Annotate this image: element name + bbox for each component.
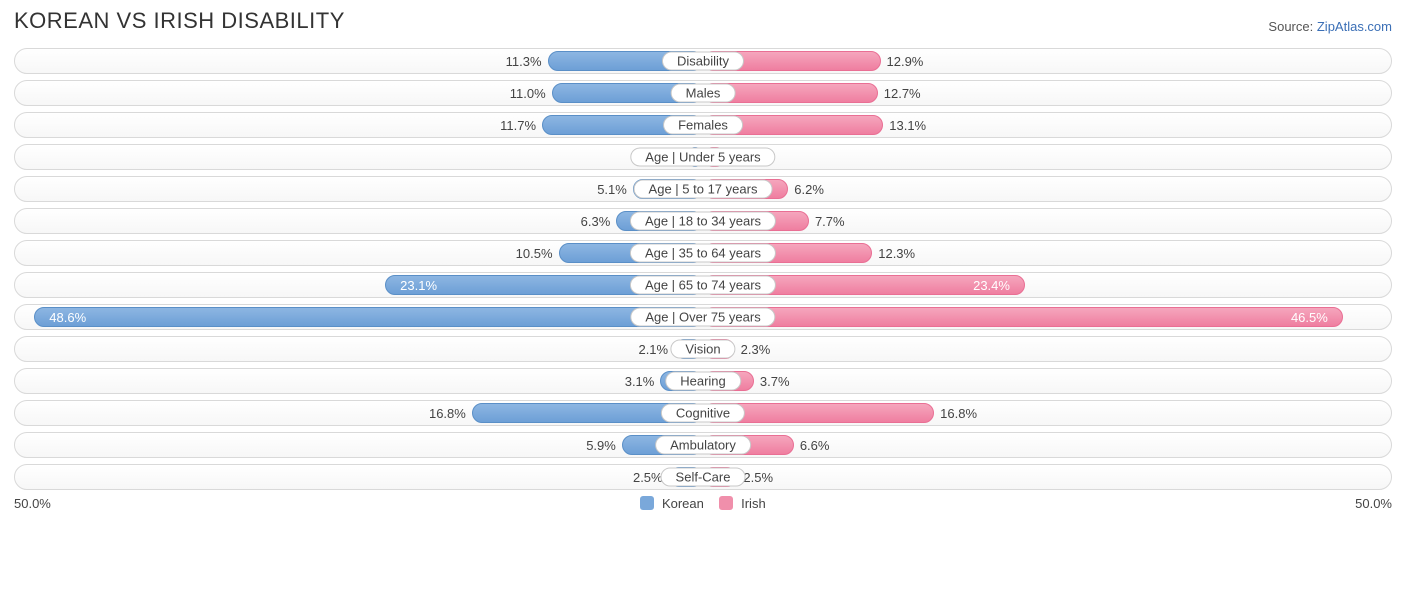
chart-row: 11.3% 12.9% Disability	[14, 48, 1392, 74]
category-label: Females	[663, 116, 743, 135]
chart-row: 2.5%2.5%Self-Care	[14, 464, 1392, 490]
axis-max-right: 50.0%	[1332, 496, 1392, 511]
axis-max-left: 50.0%	[14, 496, 74, 511]
category-label: Age | 5 to 17 years	[634, 180, 773, 199]
bar-irish: 46.5%	[703, 307, 1343, 327]
value-irish: 46.5%	[1285, 310, 1334, 325]
source-label: Source:	[1268, 19, 1313, 34]
value-korean: 5.1%	[591, 182, 633, 197]
source-attribution: Source: ZipAtlas.com	[1268, 19, 1392, 34]
category-label: Males	[671, 84, 736, 103]
category-label: Age | Under 5 years	[630, 148, 775, 167]
value-irish: 3.7%	[754, 374, 796, 389]
chart-row: 5.1% 6.2% Age | 5 to 17 years	[14, 176, 1392, 202]
value-korean: 11.3%	[500, 54, 548, 69]
category-label: Self-Care	[661, 468, 746, 487]
chart-row: 48.6% 46.5% Age | Over 75 years	[14, 304, 1392, 330]
value-irish: 6.2%	[788, 182, 830, 197]
chart-row: 5.9% 6.6% Ambulatory	[14, 432, 1392, 458]
legend-label-korean: Korean	[662, 496, 704, 511]
category-label: Age | Over 75 years	[630, 308, 775, 327]
chart-row: 3.1% 3.7% Hearing	[14, 368, 1392, 394]
category-label: Hearing	[665, 372, 741, 391]
category-label: Age | 65 to 74 years	[630, 276, 776, 295]
value-irish: 6.6%	[794, 438, 836, 453]
value-irish: 12.3%	[872, 246, 921, 261]
value-korean: 11.0%	[504, 86, 552, 101]
chart-row: 11.0% 12.7% Males	[14, 80, 1392, 106]
value-korean: 10.5%	[510, 246, 559, 261]
value-irish: 12.7%	[878, 86, 927, 101]
value-korean: 11.7%	[494, 118, 542, 133]
value-irish: 23.4%	[967, 278, 1016, 293]
chart-row: 6.3% 7.7% Age | 18 to 34 years	[14, 208, 1392, 234]
category-label: Ambulatory	[655, 436, 751, 455]
chart-row: 2.1% 2.3%Vision	[14, 336, 1392, 362]
value-irish: 16.8%	[934, 406, 983, 421]
chart-title: KOREAN VS IRISH DISABILITY	[14, 8, 345, 34]
value-korean: 2.1%	[632, 342, 674, 357]
legend-swatch-korean	[640, 496, 654, 510]
legend-swatch-irish	[719, 496, 733, 510]
value-irish: 12.9%	[881, 54, 930, 69]
value-korean: 6.3%	[575, 214, 617, 229]
chart-row: 16.8% 16.8% Cognitive	[14, 400, 1392, 426]
chart-row: 11.7% 13.1% Females	[14, 112, 1392, 138]
value-korean: 3.1%	[619, 374, 661, 389]
value-korean: 48.6%	[43, 310, 92, 325]
category-label: Vision	[670, 340, 735, 359]
value-korean: 16.8%	[423, 406, 472, 421]
value-irish: 7.7%	[809, 214, 851, 229]
chart-row: 23.1% 23.4% Age | 65 to 74 years	[14, 272, 1392, 298]
chart-row: 10.5% 12.3% Age | 35 to 64 years	[14, 240, 1392, 266]
value-korean: 23.1%	[394, 278, 443, 293]
category-label: Age | 18 to 34 years	[630, 212, 776, 231]
diverging-bar-chart: 11.3% 12.9% Disability 11.0% 12.7% Males 11.7%…	[14, 48, 1392, 490]
chart-row: 1.2%1.7%Age | Under 5 years	[14, 144, 1392, 170]
legend-label-irish: Irish	[741, 496, 766, 511]
value-irish: 2.3%	[735, 342, 777, 357]
legend: Korean Irish	[74, 496, 1332, 511]
category-label: Age | 35 to 64 years	[630, 244, 776, 263]
value-korean: 5.9%	[580, 438, 622, 453]
category-label: Disability	[662, 52, 744, 71]
source-link[interactable]: ZipAtlas.com	[1317, 19, 1392, 34]
bar-korean: 48.6%	[34, 307, 703, 327]
value-irish: 13.1%	[883, 118, 932, 133]
category-label: Cognitive	[661, 404, 745, 423]
